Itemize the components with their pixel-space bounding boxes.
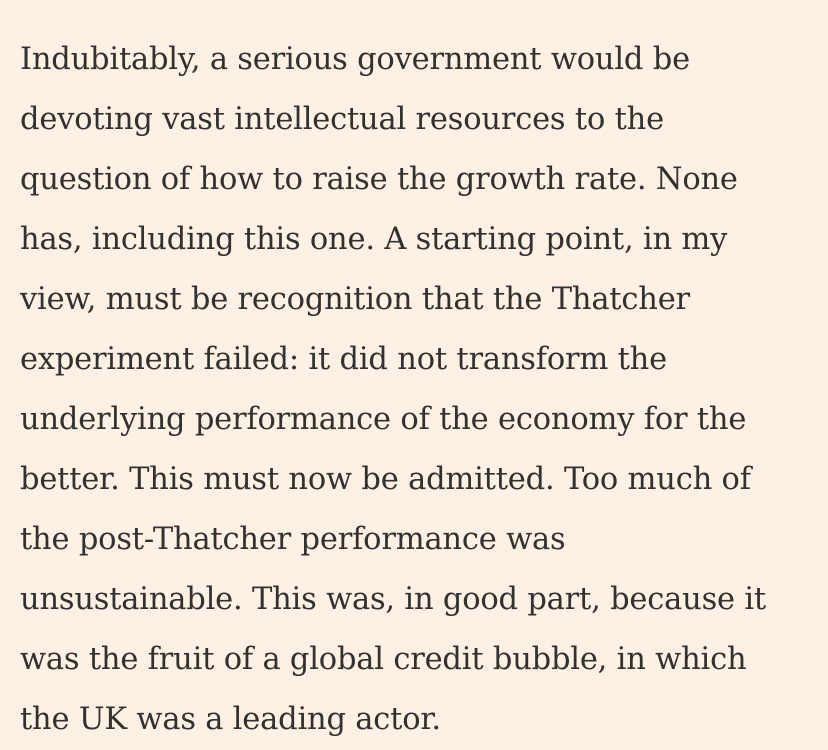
paragraph-line: experiment failed: it did not transform … — [20, 342, 667, 377]
paragraph-line: better. This must now be admitted. Too m… — [20, 462, 751, 497]
paragraph-line: was the fruit of a global credit bubble,… — [20, 642, 747, 677]
paragraph-line: underlying performance of the economy fo… — [20, 402, 747, 437]
paragraph-line: view, must be recognition that the Thatc… — [20, 282, 690, 317]
paragraph-line: has, including this one. A starting poin… — [20, 222, 728, 257]
paragraph-line: devoting vast intellectual resources to … — [20, 102, 664, 137]
paragraph-line: unsustainable. This was, in good part, b… — [20, 582, 766, 617]
paragraph-line: the UK was a leading actor. — [20, 702, 441, 737]
paragraph-line: question of how to raise the growth rate… — [20, 162, 738, 197]
paragraph-line: the post-Thatcher performance was — [20, 522, 566, 557]
paragraph-line: Indubitably, a serious government would … — [20, 42, 690, 77]
